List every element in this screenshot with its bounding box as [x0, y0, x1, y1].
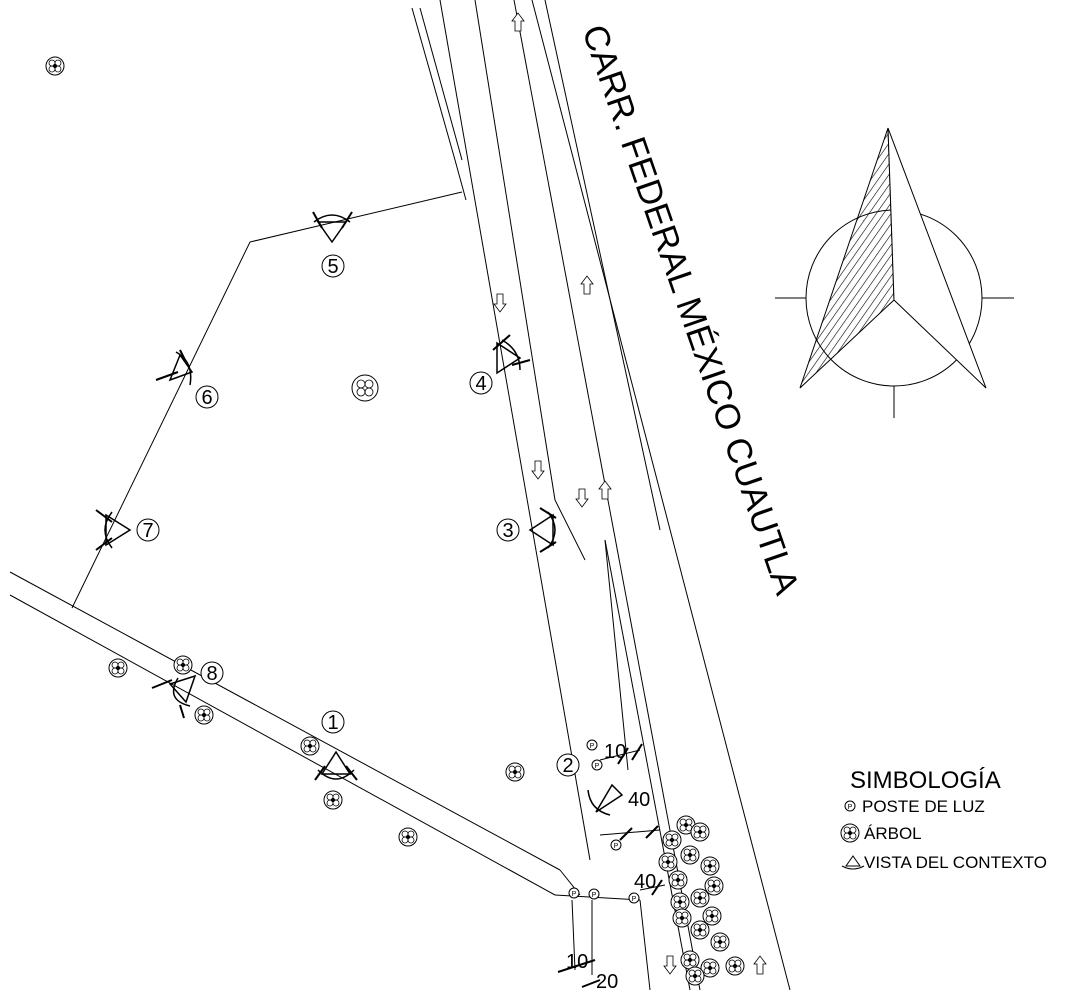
viewpoint-8: 8	[151, 661, 224, 719]
property-boundary	[9, 191, 651, 991]
viewpoint-number: 6	[201, 387, 212, 409]
dimension-label: 10	[604, 741, 626, 763]
viewpoint-6: 6	[155, 349, 219, 409]
viewpoint-number: 2	[562, 755, 573, 777]
legend-item-light-pole: POSTE DE LUZ	[844, 797, 985, 816]
legend-item-label: VISTA DEL CONTEXTO	[864, 853, 1047, 872]
legend-title: SIMBOLOGÍA	[850, 767, 1001, 794]
legend-item-label: ÁRBOL	[864, 824, 922, 843]
road-label: CARR. FEDERAL MÉXICO CUAUTLA	[574, 20, 806, 600]
legend: SIMBOLOGÍA POSTE DE LUZ ÁRBOL VISTA DEL …	[840, 767, 1047, 872]
north-arrow-icon	[775, 127, 1014, 418]
viewpoint-7: 7	[95, 509, 160, 551]
tree-icon	[840, 823, 860, 843]
light-poles	[568, 739, 640, 904]
context-view-icon	[845, 855, 861, 867]
dimension-label: 10	[566, 951, 588, 973]
viewpoint-1: 1	[314, 710, 358, 781]
dimension-label: 40	[628, 789, 650, 811]
light-pole-icon	[844, 800, 856, 812]
viewpoint-number: 3	[502, 520, 513, 542]
road-edges	[411, 0, 791, 991]
viewpoint-2: 2	[556, 753, 624, 816]
trees	[45, 56, 745, 986]
viewpoint-number: 7	[142, 520, 153, 542]
dimension-label: 40	[634, 871, 656, 893]
viewpoint-3: 3	[496, 507, 557, 553]
legend-item-tree: ÁRBOL	[840, 823, 922, 843]
viewpoint-number: 4	[475, 373, 486, 395]
legend-item-label: POSTE DE LUZ	[862, 797, 985, 816]
dimension-label: 20	[596, 971, 618, 993]
viewpoint-4: 4	[469, 334, 531, 395]
viewpoint-number: 8	[206, 663, 217, 685]
viewpoint-5: 5	[312, 211, 353, 278]
viewpoint-number: 1	[327, 712, 338, 734]
dimension-ticks	[557, 743, 666, 988]
viewpoint-number: 5	[327, 256, 338, 278]
legend-item-context-view: VISTA DEL CONTEXTO	[841, 853, 1047, 872]
